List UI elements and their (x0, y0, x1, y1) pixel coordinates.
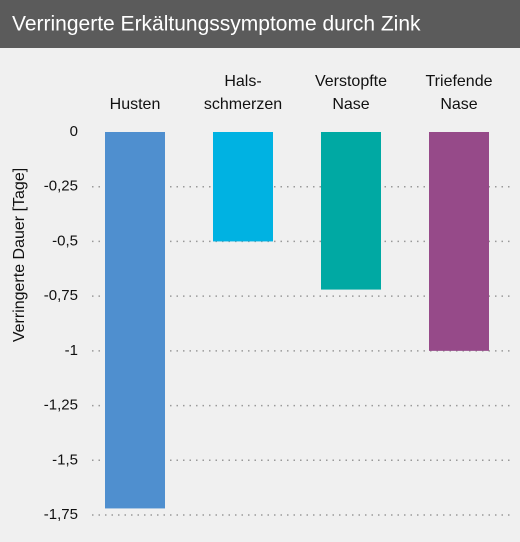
x-tick-label: Verstopfte (315, 73, 387, 90)
y-axis-label: Verringerte Dauer [Tage] (11, 168, 28, 342)
bar (105, 132, 165, 509)
x-tick-label: Nase (332, 96, 369, 113)
y-tick-label: -0,75 (44, 287, 78, 304)
y-tick-label: -1 (65, 342, 78, 359)
y-tick-label: -1,5 (52, 451, 78, 468)
y-tick-label: -1,25 (44, 397, 78, 414)
x-tick-label: Husten (110, 96, 161, 113)
x-tick-label: Hals- (224, 73, 261, 90)
chart-title: Verringerte Erkältungssymptome durch Zin… (12, 13, 421, 36)
x-tick-label: Nase (440, 96, 477, 113)
y-tick-label: -0,5 (52, 232, 78, 249)
bar (321, 132, 381, 290)
y-tick-label: -1,75 (44, 506, 78, 523)
bar (429, 132, 489, 351)
y-tick-label: -0,25 (44, 178, 78, 195)
y-tick-label: 0 (70, 123, 78, 140)
bar (213, 132, 273, 242)
x-tick-label: schmerzen (204, 96, 282, 113)
title-bar (0, 0, 520, 48)
x-tick-label: Triefende (426, 73, 493, 90)
